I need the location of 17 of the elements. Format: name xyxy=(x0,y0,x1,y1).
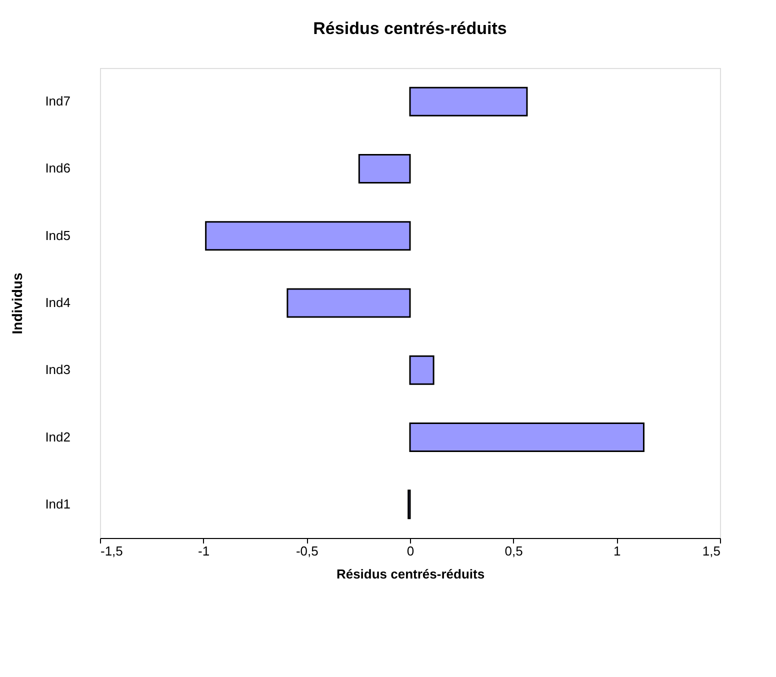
y-tick-label: Ind6 xyxy=(45,160,70,176)
x-axis-title: Résidus centrés-réduits xyxy=(336,566,485,582)
chart-title: Résidus centrés-réduits xyxy=(313,19,507,38)
y-tick-label: Ind1 xyxy=(45,496,70,512)
x-tick-label: -1,5 xyxy=(100,544,123,558)
y-tick-label: Ind2 xyxy=(45,429,70,444)
x-tick-label: 1,5 xyxy=(702,544,720,558)
y-tick-label: Ind7 xyxy=(45,94,70,109)
x-tick-label: 0 xyxy=(406,544,414,558)
y-tick-label: Ind4 xyxy=(45,295,70,310)
x-tick-label: 0,5 xyxy=(504,544,523,558)
y-tick-label: Ind3 xyxy=(45,362,70,378)
y-axis-title: Individus xyxy=(9,272,26,334)
x-tick-label: -0,5 xyxy=(296,544,318,558)
y-tick-label: Ind5 xyxy=(45,228,70,243)
x-tick-label: 1 xyxy=(614,544,621,558)
x-tick-label: -1 xyxy=(198,544,210,558)
